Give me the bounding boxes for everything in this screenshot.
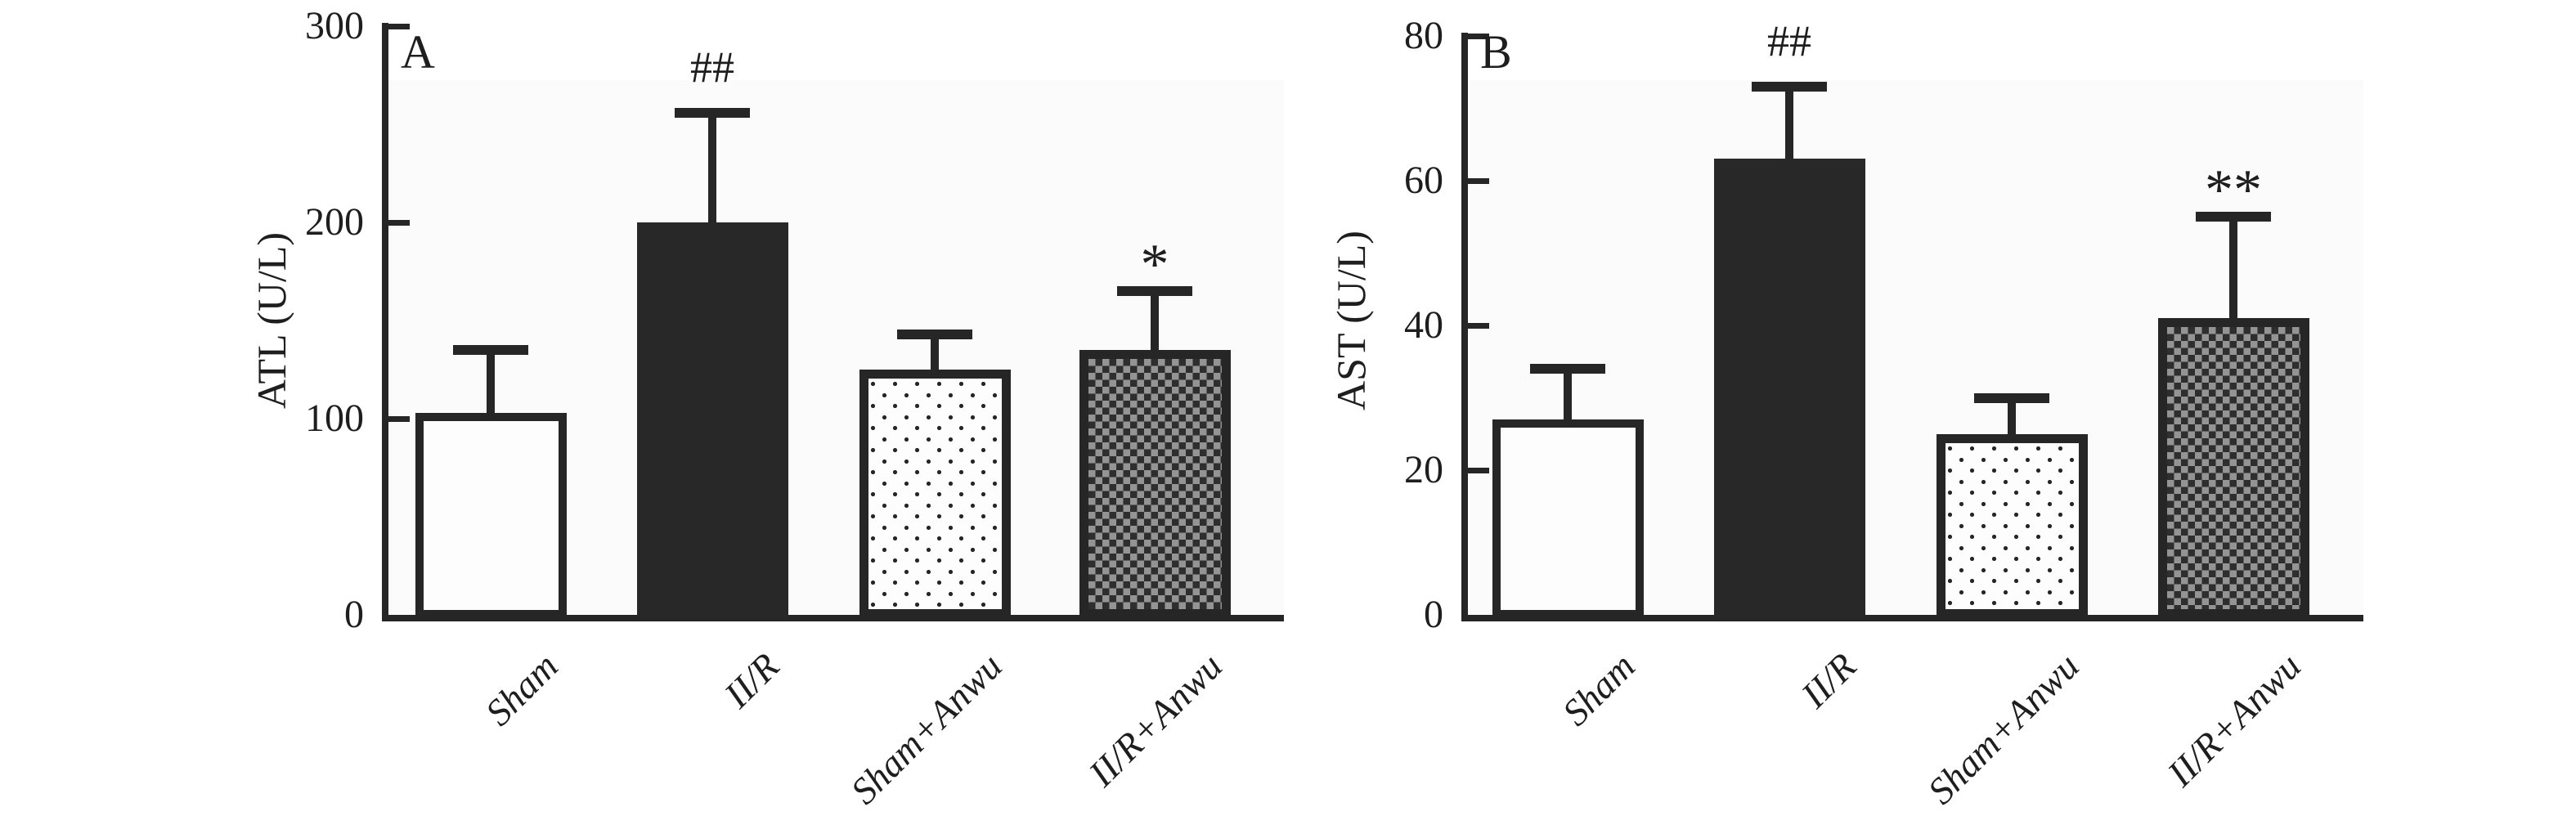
panel-b-error-cap-2 [1752,81,1827,92]
panel-b-bar-3 [1936,433,2088,618]
panel-a-error-cap-3 [897,329,972,339]
panel-b-bar-4 [2157,318,2309,618]
panel-a-y-axis [382,23,388,621]
panel-a-y-axis-title: ATL (U/L) [249,231,294,410]
panel-a-bar-4 [1079,350,1231,618]
panel-b-y-tick-label: 40 [1404,303,1443,347]
panel-b-error-cap-4 [2196,212,2271,222]
panel-b-error-bar-3 [2008,397,2016,437]
panel-a-y-tick [388,24,410,29]
panel-b-error-bar-1 [1564,369,1572,424]
panel-a-error-bar-4 [1151,291,1159,353]
panel-b-y-tick-label: 20 [1404,448,1443,491]
panel-b-y-tick [1468,323,1489,329]
panel-b-significance-4: ** [2205,159,2262,222]
panel-b-bar-1 [1492,419,1644,618]
panel-b-y-axis [1461,33,1468,621]
panel-a-y-tick [388,416,410,422]
panel-b-y-tick-label: 60 [1404,159,1443,202]
panel-a-significance-2: ## [690,42,734,92]
panel-b-error-cap-3 [1974,392,2049,403]
panel-b-error-cap-1 [1530,364,1605,374]
panel-b-x-category-label-2: II/R [1793,644,1865,716]
panel-a-significance-4: * [1140,233,1169,296]
panel-a-y-tick-label: 100 [305,397,364,440]
panel-a-error-bar-3 [931,334,939,373]
panel-a-x-axis [382,615,1284,621]
panel-b-x-category-label-3: Sham+Anwu [1919,644,2087,813]
panel-b-bar-2 [1713,159,1865,618]
panel-b-y-tick-label: 0 [1424,593,1443,636]
panel-b-y-tick-label: 80 [1404,14,1443,57]
panel-a-x-category-label-2: II/R [716,644,788,716]
panel-a-error-bar-1 [487,350,495,416]
panel-b-error-bar-2 [1785,86,1793,163]
panel-a-letter: A [401,25,435,78]
panel-a-x-category-label-4: II/R+Anwu [1080,644,1230,795]
panel-b-x-category-label-4: II/R+Anwu [2159,644,2309,795]
panel-a-error-cap-1 [453,345,528,355]
panel-a-x-category-label-1: Sham [477,644,566,734]
panel-a-bar-2 [636,222,788,618]
panel-a-y-tick [388,220,410,226]
panel-a-y-tick-label: 200 [305,200,364,244]
panel-a-y-tick-label: 0 [344,593,364,636]
panel-a-bar-3 [859,370,1011,618]
panel-b-letter: B [1480,25,1512,78]
panel-a-bar-1 [415,412,567,618]
panel-a-error-bar-2 [708,112,716,226]
panel-b-y-axis-title: AST (U/L) [1328,231,1374,410]
panel-b-x-category-label-1: Sham [1554,644,1643,734]
panel-b-y-tick [1468,468,1489,473]
panel-b-y-tick [1468,178,1489,184]
panel-b-significance-2: ## [1767,16,1811,65]
panel-b-y-tick [1468,34,1489,39]
panel-a-error-cap-2 [675,107,750,118]
panel-a-x-category-label-3: Sham+Anwu [842,644,1010,813]
panel-b-error-bar-4 [2229,217,2237,322]
panel-b-x-axis [1461,615,2363,621]
panel-a-error-cap-4 [1117,286,1192,296]
panel-a-y-tick-label: 300 [305,4,364,47]
